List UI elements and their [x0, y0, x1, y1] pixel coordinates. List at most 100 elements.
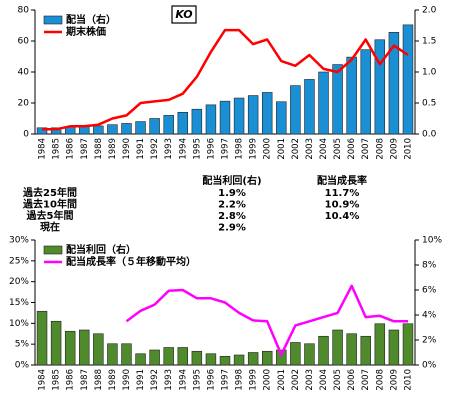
x-tick-label: 2001 — [277, 138, 287, 160]
x-tick-label: 1993 — [164, 369, 174, 391]
x-tick-label: 1992 — [150, 138, 160, 160]
x-tick-label: 1992 — [150, 369, 160, 391]
bar — [261, 92, 273, 135]
bar — [318, 71, 329, 135]
bar — [121, 343, 132, 366]
bar — [107, 343, 118, 366]
legend: 配当利回（右）配当成長率（５年移動平均） — [41, 242, 201, 269]
y-tick-label: 20% — [9, 277, 29, 287]
bar — [360, 335, 371, 366]
bar — [374, 323, 386, 366]
bar — [346, 333, 357, 366]
y-tick-label: 10% — [9, 319, 29, 329]
bar — [290, 342, 301, 366]
legend-label: 配当利回（右） — [66, 243, 136, 256]
bar — [360, 49, 371, 135]
y2-tick-label: 1.5 — [422, 37, 436, 47]
y2-tick-label: 0.5 — [422, 99, 436, 109]
y2-tick-label: 4% — [422, 311, 437, 321]
line — [125, 284, 408, 356]
legend-label: 配当成長率（５年移動平均） — [66, 255, 196, 268]
y2-tick-label: 6% — [422, 286, 437, 296]
bar — [149, 118, 160, 135]
x-tick-label: 2010 — [403, 138, 413, 160]
line — [42, 28, 409, 131]
x-tick-label: 1991 — [136, 138, 146, 160]
x-tick-label: 2000 — [263, 138, 273, 160]
y2-tick-label: 1.0 — [422, 68, 437, 78]
x-tick-label: 2009 — [389, 369, 399, 391]
bar — [36, 127, 48, 135]
y2-tick-label: 8% — [422, 261, 437, 271]
table-cell: 2.8% — [218, 211, 246, 222]
bar — [247, 95, 259, 135]
x-tick-label: 1986 — [66, 138, 76, 160]
x-tick-label: 1984 — [38, 369, 48, 391]
x-tick-label: 2003 — [305, 138, 315, 160]
x-tick-label: 1991 — [136, 369, 146, 391]
row-label: 過去10年間 — [22, 198, 77, 211]
y2-tick-label: 2.0 — [422, 6, 437, 16]
bar — [93, 125, 104, 135]
x-tick-label: 2001 — [277, 369, 287, 391]
y2-tick-label: 0.0 — [422, 130, 437, 140]
table-cell: 2.9% — [218, 223, 246, 234]
bar — [149, 349, 160, 366]
x-tick-label: 2002 — [291, 138, 301, 160]
x-tick-label: 1989 — [108, 369, 118, 391]
bar — [219, 355, 231, 366]
y-tick-label: 5% — [15, 340, 30, 350]
bar — [93, 333, 104, 366]
bar — [233, 97, 245, 135]
x-tick-label: 1996 — [206, 138, 216, 160]
x-tick-label: 2009 — [389, 138, 399, 160]
bar — [332, 64, 343, 135]
x-tick-label: 1990 — [122, 138, 132, 160]
legend-swatch — [43, 15, 63, 25]
x-tick-label: 1995 — [192, 138, 202, 160]
y-tick-label: 0 — [23, 130, 29, 140]
x-tick-label: 1984 — [38, 138, 48, 160]
bar — [50, 320, 62, 366]
x-tick-label: 2010 — [403, 369, 413, 391]
bar — [163, 115, 174, 135]
bar — [290, 85, 301, 135]
x-tick-label: 1994 — [178, 138, 188, 160]
x-tick-label: 1999 — [249, 369, 259, 391]
bar — [304, 343, 315, 366]
table-cell: 11.7% — [325, 188, 360, 199]
table-cell: 1.9% — [218, 188, 246, 199]
x-tick-label: 2006 — [347, 138, 357, 160]
x-tick-label: 2006 — [347, 369, 357, 391]
bar — [388, 32, 400, 135]
x-tick-label: 2002 — [291, 369, 301, 391]
x-tick-label: 1996 — [206, 369, 216, 391]
x-tick-label: 2003 — [305, 369, 315, 391]
legend-label: 配当（右） — [66, 13, 116, 26]
title-box — [171, 5, 197, 24]
bar — [219, 100, 231, 135]
x-tick-label: 1987 — [80, 138, 90, 160]
row-label: 現在 — [40, 221, 60, 234]
x-tick-label: 1989 — [108, 138, 118, 160]
bar — [402, 323, 414, 366]
x-tick-label: 1990 — [122, 369, 132, 391]
x-tick-label: 1986 — [66, 369, 76, 391]
y-tick-label: 80 — [18, 6, 30, 16]
y-tick-label: 20 — [18, 99, 30, 109]
bar — [191, 350, 203, 366]
x-tick-label: 1997 — [221, 138, 231, 160]
bar — [135, 353, 146, 366]
y2-tick-label: 0% — [422, 361, 437, 371]
y-tick-label: 15% — [9, 298, 29, 308]
legend-label: 期末株価 — [66, 25, 106, 38]
table-header: 配当利回(右) — [202, 174, 261, 187]
x-tick-label: 2007 — [361, 138, 371, 160]
y2-tick-label: 10% — [422, 236, 442, 246]
legend-swatch — [43, 245, 63, 255]
x-tick-label: 2008 — [375, 138, 385, 160]
x-tick-label: 1988 — [94, 138, 104, 160]
x-tick-label: 1985 — [52, 138, 62, 160]
y2-tick-label: 2% — [422, 336, 437, 346]
bar — [261, 350, 273, 366]
